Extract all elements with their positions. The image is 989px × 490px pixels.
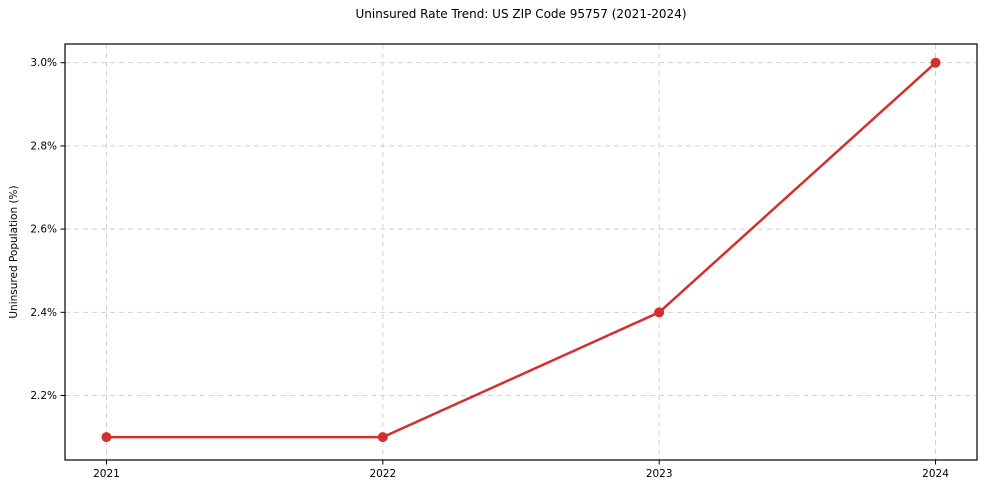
data-point-2022 <box>377 432 388 443</box>
x-tick-label: 2021 <box>93 468 120 480</box>
y-tick-label: 2.4% <box>30 307 57 319</box>
trend-line <box>105 61 937 439</box>
x-tick-label: 2023 <box>646 468 673 480</box>
x-tick-label: 2024 <box>922 468 949 480</box>
y-tick-label: 2.8% <box>30 140 57 152</box>
data-point-2021 <box>101 432 112 443</box>
data-point-2023 <box>654 307 665 318</box>
x-tick-label: 2022 <box>369 468 396 480</box>
axes-spines <box>64 43 978 461</box>
chart-title: Uninsured Rate Trend: US ZIP Code 95757 … <box>355 7 687 21</box>
y-tick-label: 3.0% <box>30 57 57 69</box>
y-tick-label: 2.2% <box>30 390 57 402</box>
y-tick-label: 2.6% <box>30 224 57 236</box>
data-point-2024 <box>930 57 941 68</box>
